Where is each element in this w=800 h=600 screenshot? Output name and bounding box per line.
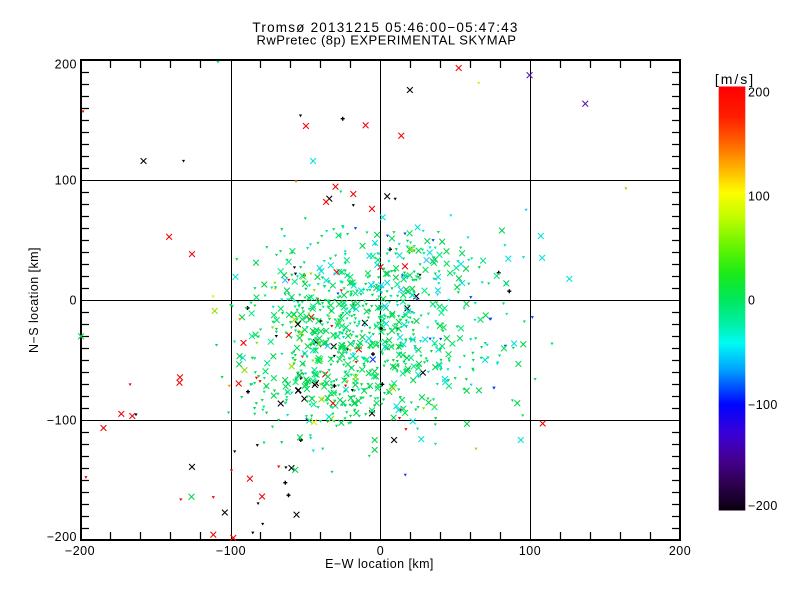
- svg-text:−200: −200: [748, 499, 778, 513]
- svg-text:200: 200: [669, 544, 691, 558]
- svg-text:N−S location [km]: N−S location [km]: [27, 247, 41, 353]
- svg-text:100: 100: [519, 544, 541, 558]
- svg-text:100: 100: [55, 173, 77, 187]
- svg-text:100: 100: [748, 190, 770, 204]
- svg-text:0: 0: [70, 293, 77, 307]
- svg-text:200: 200: [55, 57, 77, 71]
- svg-text:Tromsø 20131215 05:46:00−05:47: Tromsø 20131215 05:46:00−05:47:43: [252, 20, 518, 35]
- svg-text:RwPretec (8p) EXPERIMENTAL SKY: RwPretec (8p) EXPERIMENTAL SKYMAP: [257, 33, 517, 48]
- svg-text:−200: −200: [65, 544, 95, 558]
- svg-text:−100: −100: [216, 544, 246, 558]
- svg-text:−200: −200: [47, 530, 77, 544]
- svg-text:−100: −100: [47, 413, 77, 427]
- svg-text:−100: −100: [748, 398, 778, 412]
- svg-text:[m/s]: [m/s]: [715, 71, 755, 87]
- svg-text:0: 0: [748, 294, 755, 308]
- svg-text:200: 200: [748, 86, 770, 100]
- svg-text:E−W location [km]: E−W location [km]: [325, 557, 434, 571]
- svg-text:0: 0: [377, 544, 384, 558]
